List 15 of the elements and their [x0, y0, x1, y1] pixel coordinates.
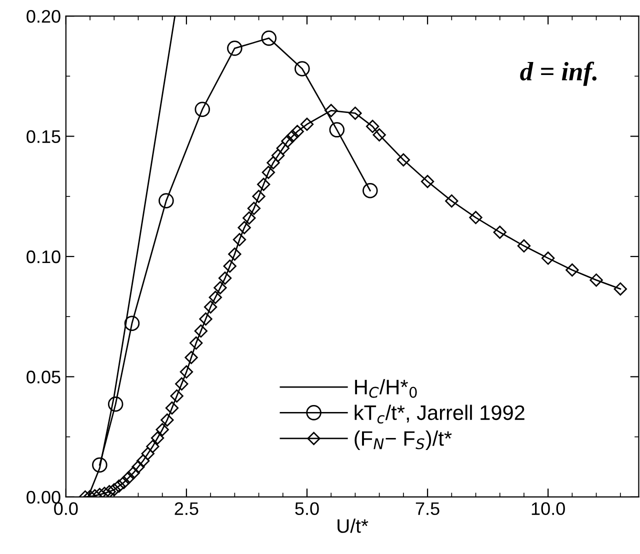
x-tick-label: 10.0: [532, 502, 565, 516]
legend-label: kT$_{c}$/t*, Jarrell 1992: [354, 404, 524, 424]
y-tick-label: 0.10: [26, 250, 60, 264]
y-tick-label: 0.00: [26, 490, 60, 504]
x-tick-label: 0.0: [54, 502, 78, 516]
legend-label: H$_{C}$/H*$_{0}$: [355, 379, 417, 398]
x-tick-label: 5.0: [295, 502, 319, 516]
y-tick-label: 0.20: [26, 10, 60, 23]
x-axis-title: U/t*: [338, 518, 368, 533]
y-tick-label: 0.15: [26, 130, 60, 144]
x-tick-label: 7.5: [416, 502, 440, 516]
x-tick-label: 2.5: [174, 502, 198, 516]
legend-label: (F$_{N}$− F$_{S}$)/t*: [354, 430, 452, 450]
annotation: d = inf.: [520, 62, 596, 86]
y-tick-label: 0.05: [26, 370, 60, 384]
